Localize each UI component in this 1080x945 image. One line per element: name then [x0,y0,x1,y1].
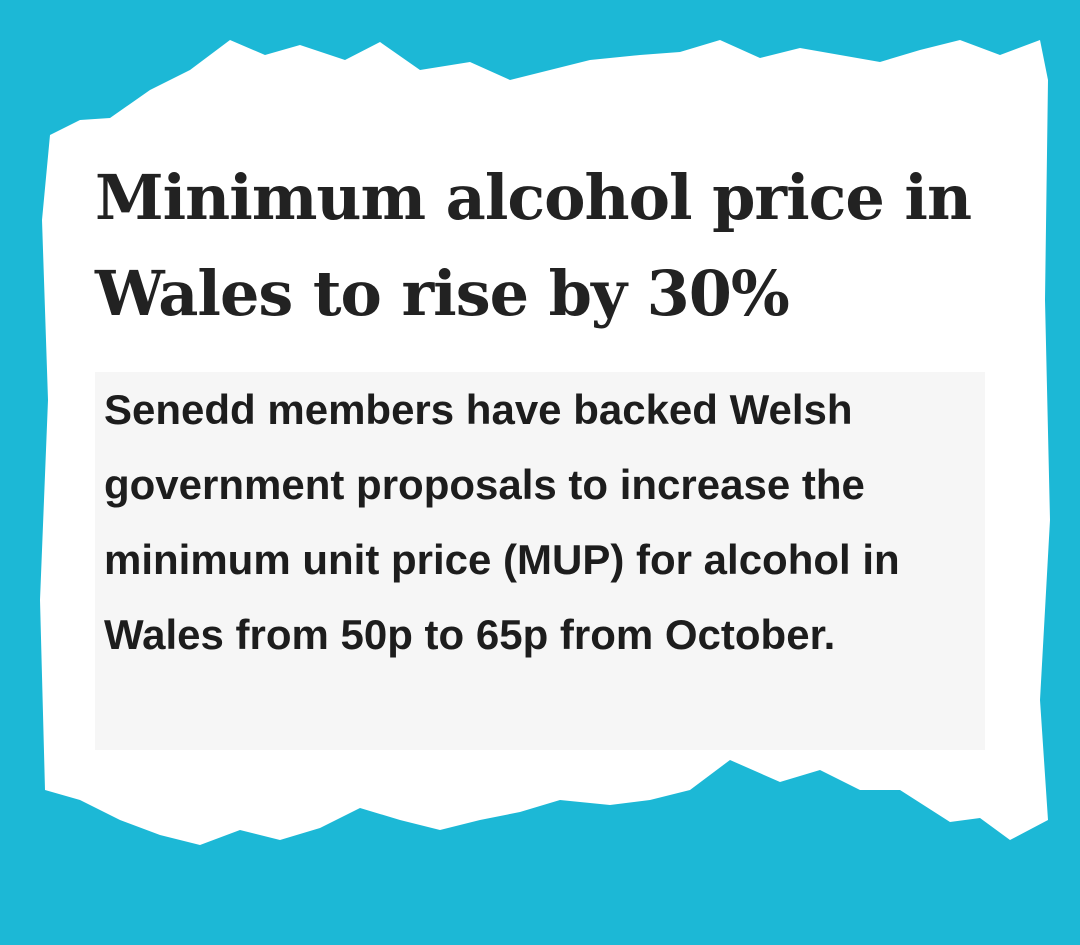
summary-background [95,372,985,750]
headline-summary: Senedd members have backed Welsh governm… [104,386,900,658]
headline-title: Minimum alcohol price in Wales to rise b… [95,161,972,330]
